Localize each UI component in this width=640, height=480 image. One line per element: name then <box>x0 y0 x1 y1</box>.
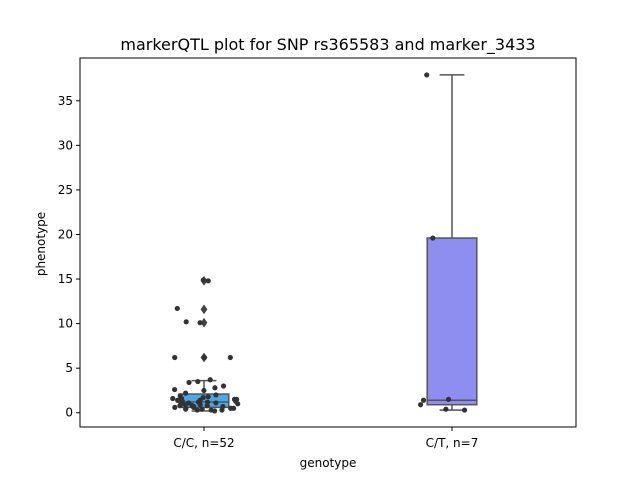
outlier-marker <box>200 304 208 315</box>
y-tick-label: 15 <box>58 272 73 286</box>
data-point <box>443 406 449 412</box>
y-tick-label: 5 <box>65 361 73 375</box>
data-point <box>194 407 200 413</box>
data-point <box>205 278 211 284</box>
data-point <box>199 406 205 412</box>
data-point <box>177 403 183 409</box>
data-point <box>207 377 213 383</box>
data-point <box>201 354 208 361</box>
box-group <box>426 74 478 411</box>
data-point <box>170 395 176 402</box>
data-point <box>235 401 241 407</box>
y-tick-label: 30 <box>58 138 73 152</box>
data-point <box>227 354 233 361</box>
y-tick-label: 35 <box>58 94 73 108</box>
data-point <box>201 387 207 394</box>
data-point <box>195 378 201 385</box>
y-tick-label: 25 <box>58 183 73 197</box>
data-point <box>197 320 203 326</box>
data-point <box>171 386 178 393</box>
data-point <box>461 407 468 413</box>
data-point <box>172 354 178 361</box>
y-tick-label: 0 <box>65 406 73 420</box>
data-point <box>175 397 181 403</box>
data-point <box>430 235 436 241</box>
data-point <box>204 403 210 409</box>
data-point <box>417 402 424 408</box>
box <box>426 237 478 406</box>
data-point <box>420 397 427 403</box>
data-point <box>183 390 189 396</box>
y-tick-label: 20 <box>58 227 73 241</box>
data-point <box>174 305 180 312</box>
y-axis-label: phenotype <box>34 212 48 276</box>
x-tick-label: C/T, n=7 <box>426 436 479 450</box>
data-point <box>219 407 225 413</box>
data-point <box>220 383 227 389</box>
data-point <box>172 404 178 410</box>
data-point <box>200 277 206 283</box>
data-point <box>213 400 219 406</box>
data-point <box>424 72 430 78</box>
data-point <box>205 394 211 400</box>
x-tick-label: C/C, n=52 <box>173 436 234 450</box>
data-point <box>183 406 189 412</box>
data-point <box>212 408 218 414</box>
plot-area: 0 5 10 15 20 25 30 35 C/C, n=52 C/T, n=7 <box>58 72 479 450</box>
data-point <box>183 319 189 325</box>
plot-frame <box>79 57 577 428</box>
data-point <box>228 405 234 411</box>
data-point <box>197 402 203 408</box>
data-point <box>212 385 218 391</box>
data-point <box>186 379 192 386</box>
data-point <box>190 404 197 410</box>
data-point <box>445 396 452 402</box>
x-axis-label: genotype <box>300 456 357 470</box>
y-tick-label: 10 <box>58 317 73 331</box>
chart-title: markerQTL plot for SNP rs365583 and mark… <box>120 35 535 55</box>
data-point <box>213 392 219 398</box>
